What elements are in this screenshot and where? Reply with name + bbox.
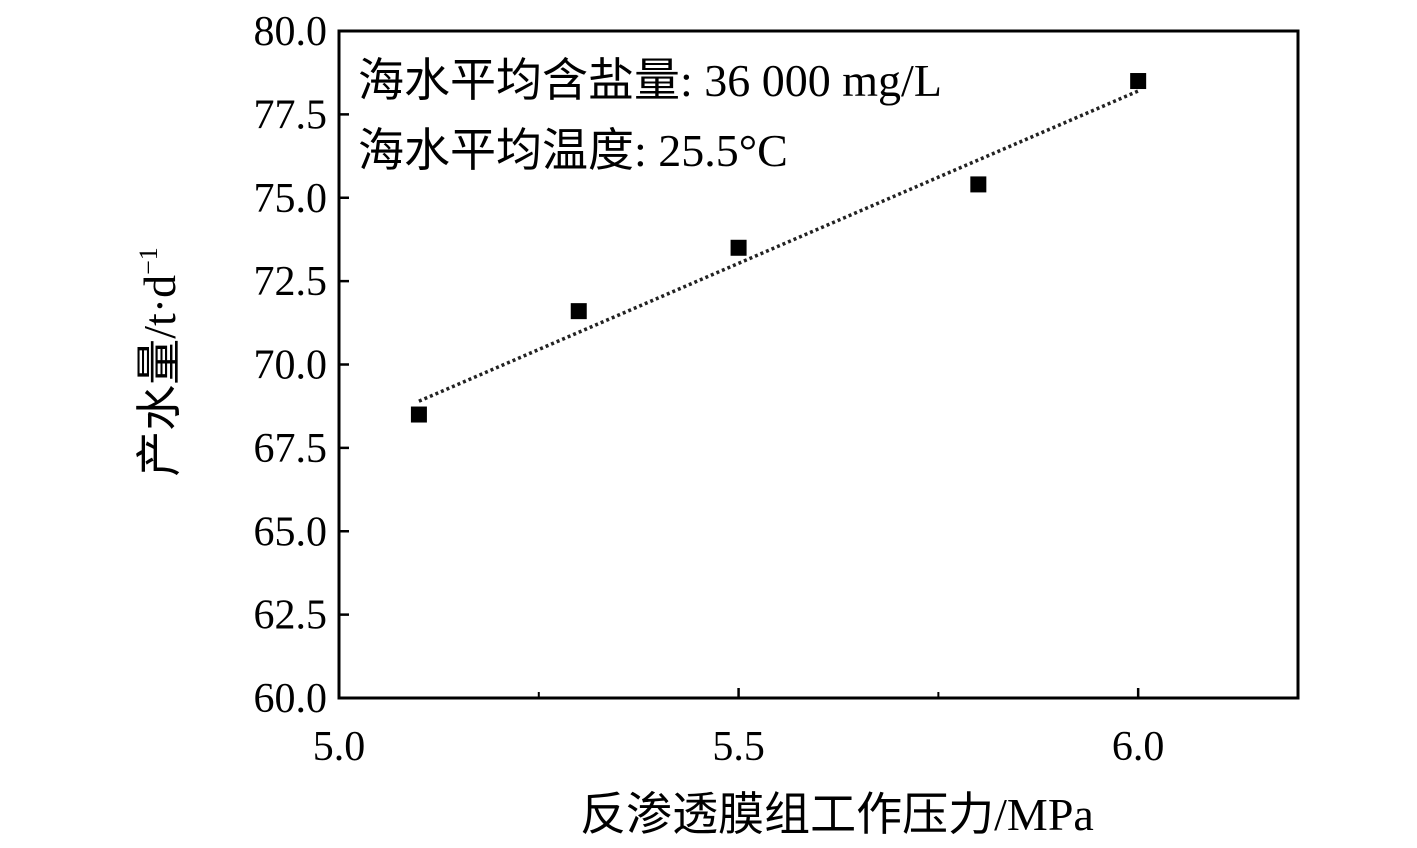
x-tick-label: 5.5: [712, 724, 765, 770]
y-tick-label: 67.5: [254, 426, 328, 472]
y-tick-label: 72.5: [254, 259, 328, 305]
y-tick-label: 70.0: [254, 343, 328, 389]
y-tick-label: 65.0: [254, 509, 328, 555]
annotation-temperature: 海水平均温度: 25.5°C: [358, 125, 788, 176]
y-tick-label: 75.0: [254, 176, 328, 222]
data-point: [570, 303, 587, 320]
x-axis-label: 反渗透膜组工作压力/MPa: [580, 789, 1094, 840]
x-tick-label: 6.0: [1112, 724, 1165, 770]
y-tick-label: 60.0: [254, 676, 328, 722]
x-tick-label: 5.0: [313, 724, 366, 770]
trend-line: [418, 89, 1139, 403]
data-point: [1130, 73, 1147, 90]
y-tick-label: 62.5: [254, 593, 328, 639]
data-point: [410, 406, 427, 423]
annotation-salinity: 海水平均含盐量: 36 000 mg/L: [358, 55, 942, 106]
y-axis-label-main: 产水量/t·d: [134, 275, 185, 477]
y-tick-label: 80.0: [254, 9, 328, 55]
data-point: [970, 176, 987, 193]
y-tick-label: 77.5: [254, 92, 328, 138]
y-axis-label: 产水量/t·d−1: [134, 247, 185, 477]
y-axis-label-superscript: −1: [134, 247, 163, 275]
data-point: [730, 239, 747, 256]
